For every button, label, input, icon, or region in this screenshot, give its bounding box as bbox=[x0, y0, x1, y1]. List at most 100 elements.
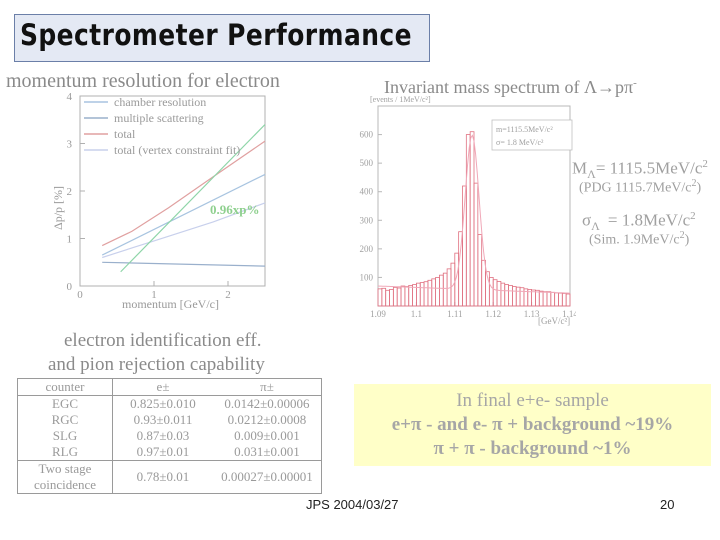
histogram-bin bbox=[404, 286, 410, 307]
x-tick-label: 1.14 bbox=[562, 309, 576, 319]
histogram-bin bbox=[535, 289, 540, 307]
histogram-bin bbox=[504, 284, 509, 307]
x-tick-label: 1 bbox=[151, 289, 157, 301]
fit-result-box bbox=[491, 119, 573, 151]
histogram-bin bbox=[450, 262, 456, 307]
eid-e-value: 0.93±0.011 bbox=[133, 412, 193, 427]
eid-header-counter: counter bbox=[17, 378, 113, 396]
background-line-1: In final e+e- sample bbox=[456, 390, 609, 411]
series-line-chamber-resolution bbox=[101, 173, 266, 256]
momentum-resolution-chart: 0 1 2 3 4 0 1 2 chamber resolution multiple scat… bbox=[51, 91, 266, 311]
invariant-mass-chart: 100 200 300 400 500 600 1.09 1.1 1.11 1.12 1.13 1.1… bbox=[360, 95, 577, 326]
legend-label: total (vertex constraint fit) bbox=[114, 143, 240, 157]
sigma-result: σΛ = 1.8MeV/c2 bbox=[582, 210, 696, 234]
y-tick-label: 3 bbox=[67, 139, 73, 151]
mass-pdg: (PDG 1115.7MeV/c2) bbox=[579, 178, 702, 196]
histogram-bin bbox=[431, 278, 437, 307]
momentum-axes: 0 1 2 3 4 0 1 2 bbox=[67, 91, 266, 301]
page-number: 20 bbox=[660, 497, 675, 512]
histogram-bin bbox=[473, 182, 479, 307]
eid-counter: EGC bbox=[17, 395, 113, 412]
mass-section-title: Invariant mass spectrum of Λ→pπ- bbox=[384, 77, 637, 97]
histogram-bin bbox=[419, 282, 425, 307]
histogram-bin bbox=[442, 272, 448, 307]
fit-result-mass: m=1115.5MeV/c² bbox=[496, 125, 553, 134]
eid-pi-value: 0.031±0.001 bbox=[234, 444, 300, 459]
histogram-bin bbox=[519, 287, 525, 307]
histogram-bin bbox=[423, 281, 429, 307]
histogram-bin bbox=[546, 291, 552, 307]
mass-histogram bbox=[377, 131, 571, 307]
histogram-bin bbox=[554, 292, 559, 307]
legend-label: multiple scattering bbox=[114, 111, 204, 125]
histogram-bin bbox=[561, 293, 567, 307]
histogram-bin bbox=[408, 285, 413, 307]
y-tick-label: 500 bbox=[360, 158, 374, 168]
eid-pi-value: 0.0212±0.0008 bbox=[227, 412, 307, 427]
mass-y-label: [events / 1MeV/c²] bbox=[370, 95, 431, 104]
histogram-bin bbox=[538, 290, 544, 307]
eid-title-line2: and pion rejection capability bbox=[48, 354, 265, 375]
background-line-2: e+π - and e- π + background ~19% bbox=[391, 414, 674, 435]
table-row: RLG 0.97±0.01 0.031±0.001 bbox=[17, 444, 322, 461]
histogram-bin bbox=[385, 289, 390, 307]
x-tick-label: 1.1 bbox=[411, 309, 422, 319]
series-line-green bbox=[120, 124, 266, 273]
eid-e-value: 0.78±0.01 bbox=[112, 460, 213, 494]
eid-header-e: e± bbox=[112, 378, 213, 396]
background-line-3: π + π - background ~1% bbox=[433, 438, 632, 459]
histogram-bin bbox=[558, 292, 563, 307]
momentum-series bbox=[101, 124, 266, 273]
y-tick-label: 4 bbox=[67, 91, 73, 103]
histogram-bin bbox=[381, 287, 387, 307]
title-box bbox=[14, 14, 430, 62]
background-summary-box bbox=[354, 384, 711, 466]
histogram-bin bbox=[439, 274, 444, 307]
y-tick-label: 0 bbox=[67, 281, 73, 293]
histogram-bin bbox=[488, 277, 494, 307]
series-line-total bbox=[101, 140, 266, 247]
eid-e-value: 0.825±0.010 bbox=[130, 396, 196, 411]
momentum-y-label: Δp/p [%] bbox=[51, 186, 65, 230]
table-row: RGC 0.93±0.011 0.0212±0.0008 bbox=[17, 412, 322, 428]
x-tick-label: 2 bbox=[225, 289, 231, 301]
histogram-bin bbox=[500, 282, 506, 307]
histogram-bin bbox=[427, 279, 433, 307]
histogram-bin bbox=[396, 287, 402, 307]
x-tick-label: 1.11 bbox=[447, 309, 462, 319]
y-tick-label: 300 bbox=[360, 215, 374, 225]
momentum-legend: chamber resolution multiple scattering tot… bbox=[84, 95, 240, 157]
eid-header-row: counter e± π± bbox=[17, 378, 322, 396]
histogram-bin bbox=[469, 131, 475, 307]
histogram-bin bbox=[416, 282, 421, 307]
sigma-sim: (Sim. 1.9MeV/c2) bbox=[589, 230, 690, 248]
histogram-bin bbox=[542, 291, 548, 307]
histogram-bin bbox=[400, 285, 406, 307]
x-tick-label: 1.13 bbox=[524, 309, 540, 319]
table-row: Two stage coincidence 0.78±0.01 0.00027±0… bbox=[17, 460, 322, 494]
table-row: EGC 0.825±0.010 0.0142±0.00006 bbox=[17, 395, 322, 412]
eid-pi-value: 0.00027±0.00001 bbox=[213, 460, 322, 494]
histogram-bin bbox=[389, 289, 394, 307]
eid-header-pi: π± bbox=[213, 378, 322, 396]
histogram-bin bbox=[392, 287, 398, 307]
histogram-bin bbox=[481, 259, 486, 307]
momentum-annotation: 0.96xp% bbox=[210, 202, 259, 217]
histogram-bin bbox=[477, 234, 483, 307]
y-tick-label: 200 bbox=[360, 244, 374, 254]
histogram-bin bbox=[508, 285, 513, 307]
x-tick-label: 1.12 bbox=[485, 309, 501, 319]
histogram-bin bbox=[435, 277, 440, 307]
momentum-section-title: momentum resolution for electron bbox=[6, 70, 280, 92]
eid-counter: RLG bbox=[17, 444, 113, 461]
histogram-bin bbox=[531, 289, 536, 307]
y-tick-label: 1 bbox=[67, 234, 73, 246]
histogram-bin bbox=[492, 279, 498, 307]
eid-counter-coincidence: Two stage coincidence bbox=[17, 460, 113, 494]
histogram-bin bbox=[377, 288, 383, 307]
eid-pi-value: 0.009±0.001 bbox=[234, 428, 300, 443]
histogram-bin bbox=[496, 281, 502, 307]
mass-fit-curve bbox=[377, 134, 570, 294]
histogram-bin bbox=[458, 231, 463, 307]
momentum-x-label: momentum [GeV/c] bbox=[122, 297, 219, 311]
